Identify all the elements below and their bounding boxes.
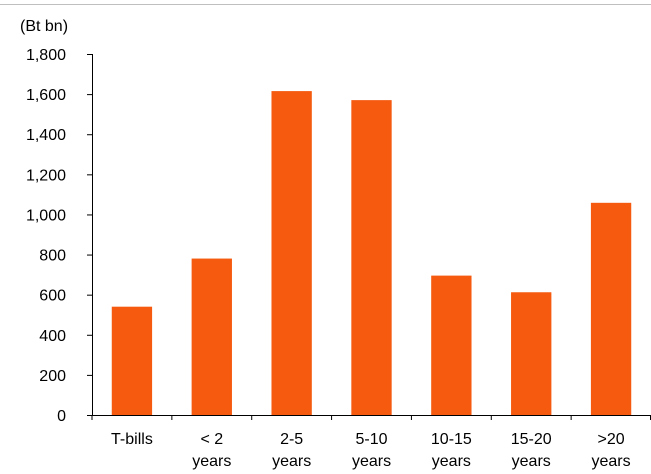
bar — [431, 275, 472, 415]
bar — [271, 91, 312, 415]
x-tick-label: years — [512, 453, 551, 470]
x-tick-label: 5-10 — [355, 431, 387, 448]
x-tick-label: years — [352, 453, 391, 470]
x-tick-label: years — [432, 453, 471, 470]
x-tick-label: T-bills — [111, 431, 153, 448]
x-tick-label: 10-15 — [431, 431, 472, 448]
x-tick-label: years — [192, 453, 231, 470]
x-tick-label: >20 — [598, 431, 625, 448]
x-axis-ticks: T-bills < 2 years 2-5 years 5-10 years 10-15 yea… — [91, 415, 651, 470]
y-tick-label: 800 — [39, 248, 66, 265]
x-tick-label: 15-20 — [511, 431, 552, 448]
y-tick-label: 1,800 — [26, 47, 66, 64]
bar — [111, 306, 153, 415]
y-tick-label: 400 — [39, 328, 66, 345]
y-tick-label: 600 — [39, 288, 66, 305]
y-axis-ticks: 0 200 400 600 800 1,000 1,200 1,400 1,600 1,800 — [26, 47, 92, 425]
y-tick-label: 0 — [57, 408, 66, 425]
x-tick-label: < 2 — [200, 431, 223, 448]
y-tick-label: 1,400 — [26, 127, 66, 144]
y-axis-unit-label: (Bt bn) — [20, 18, 68, 35]
y-tick-label: 1,200 — [26, 167, 66, 184]
bar — [191, 258, 232, 415]
y-tick-label: 1,000 — [26, 207, 66, 224]
y-tick-label: 1,600 — [26, 87, 66, 104]
bar — [351, 100, 392, 415]
x-tick-label: 2-5 — [280, 431, 303, 448]
bar — [511, 292, 552, 415]
bar — [590, 202, 632, 415]
y-tick-label: 200 — [39, 368, 66, 385]
x-tick-label: years — [272, 453, 311, 470]
bars — [111, 91, 632, 415]
x-tick-label: years — [592, 453, 631, 470]
